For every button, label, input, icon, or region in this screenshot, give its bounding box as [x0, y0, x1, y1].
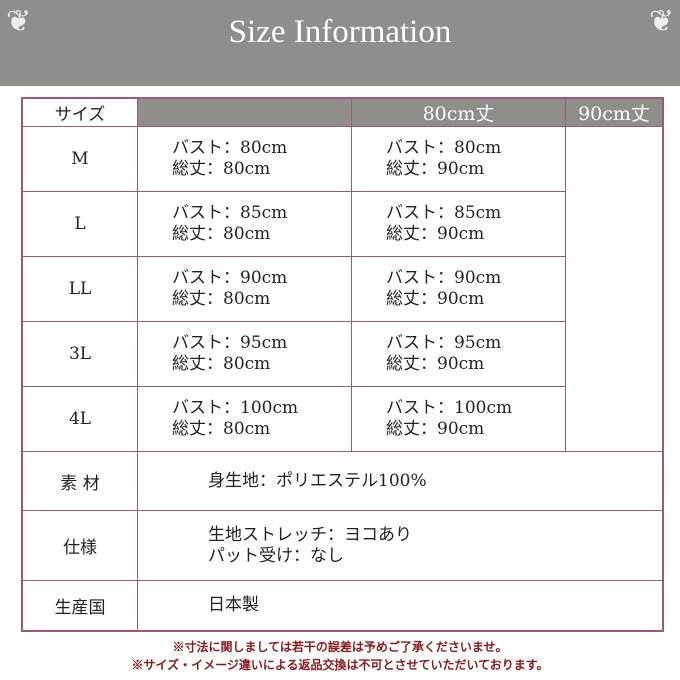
bust: バスト：90cm — [172, 268, 288, 288]
ornament-right-icon: ❦ — [648, 4, 674, 39]
measure-cell: バスト：95cm 総丈：80cm — [136, 321, 353, 387]
spec-label: 仕様 — [21, 510, 138, 581]
table-row: 4L バスト：100cm 総丈：80cm バスト：100cm 総丈：90cm — [21, 386, 663, 452]
column-90: 90cm丈 — [565, 97, 664, 127]
length: 総丈：80cm — [172, 224, 271, 244]
length: 総丈：90cm — [386, 159, 485, 179]
table-row: L バスト：85cm 総丈：80cm バスト：85cm 総丈：90cm — [21, 191, 663, 257]
measure-cell: バスト：80cm 総丈：90cm — [351, 126, 567, 192]
note-2: ※サイズ・イメージ違いによる返品交換は不可とさせていただいております。 — [131, 658, 549, 672]
measure-cell: バスト：95cm 総丈：90cm — [351, 321, 567, 387]
size-value: L — [74, 214, 86, 234]
size-cell: LL — [21, 256, 138, 322]
measure-cell: バスト：85cm 総丈：90cm — [351, 191, 567, 257]
spec-line: パット受け：なし — [208, 545, 344, 566]
length: 総丈：90cm — [386, 354, 485, 374]
material-label: 素 材 — [21, 451, 138, 511]
size-label: サイズ — [21, 97, 138, 127]
ornament-left-icon: ❦ — [6, 4, 32, 39]
measure-cell: バスト：80cm 総丈：80cm — [136, 126, 353, 192]
length: 総丈：80cm — [172, 159, 271, 179]
material-value: 身生地：ポリエステル100% — [137, 451, 664, 511]
size-value: 3L — [68, 344, 92, 364]
length: 総丈：80cm — [172, 354, 271, 374]
bust: バスト：90cm — [386, 268, 502, 288]
bust: バスト：80cm — [172, 138, 288, 158]
bust: バスト：80cm — [386, 138, 502, 158]
length: 総丈：90cm — [386, 289, 485, 309]
table-row: 3L バスト：95cm 総丈：80cm バスト：95cm 総丈：90cm — [21, 321, 663, 387]
spec-line: 生地ストレッチ：ヨコあり — [208, 524, 412, 545]
measure-cell: バスト：100cm 総丈：90cm — [351, 386, 567, 452]
size-cell: L — [21, 191, 138, 257]
bust: バスト：100cm — [386, 398, 513, 418]
size-value: 4L — [68, 409, 92, 429]
size-cell: M — [21, 126, 138, 192]
size-cell: 4L — [21, 386, 138, 452]
note-1: ※寸法に関しましては若干の誤差は予めご了承くださいませ。 — [172, 640, 508, 654]
measure-cell: バスト：85cm 総丈：80cm — [136, 191, 353, 257]
size-value: M — [71, 149, 89, 169]
bust: バスト：95cm — [172, 333, 288, 353]
header-blank — [136, 97, 353, 127]
bust: バスト：95cm — [386, 333, 502, 353]
length: 総丈：80cm — [172, 289, 271, 309]
measure-cell: バスト：100cm 総丈：80cm — [136, 386, 353, 452]
table-row: M バスト：80cm 総丈：80cm バスト：80cm 総丈：90cm — [21, 126, 663, 192]
column-80: 80cm丈 — [351, 97, 567, 127]
origin-label: 生産国 — [21, 580, 138, 631]
table-row: LL バスト：90cm 総丈：80cm バスト：90cm 総丈：90cm — [21, 256, 663, 322]
size-table: サイズ 80cm丈 90cm丈 M バスト：80cm 総丈：80cm バスト：80cm… — [21, 97, 664, 632]
size-cell: 3L — [21, 321, 138, 387]
length: 総丈：90cm — [386, 419, 485, 439]
measure-cell: バスト：90cm 総丈：90cm — [351, 256, 567, 322]
page-title: Size Information — [228, 14, 452, 50]
origin-value: 日本製 — [137, 580, 664, 631]
measure-cell: バスト：90cm 総丈：80cm — [136, 256, 353, 322]
size-value: LL — [68, 279, 92, 299]
header-banner: ❦ Size Information ❦ — [0, 0, 680, 86]
bust: バスト：85cm — [172, 203, 288, 223]
length: 総丈：80cm — [172, 419, 271, 439]
length: 総丈：90cm — [386, 224, 485, 244]
bust: バスト：85cm — [386, 203, 502, 223]
bust: バスト：100cm — [172, 398, 299, 418]
